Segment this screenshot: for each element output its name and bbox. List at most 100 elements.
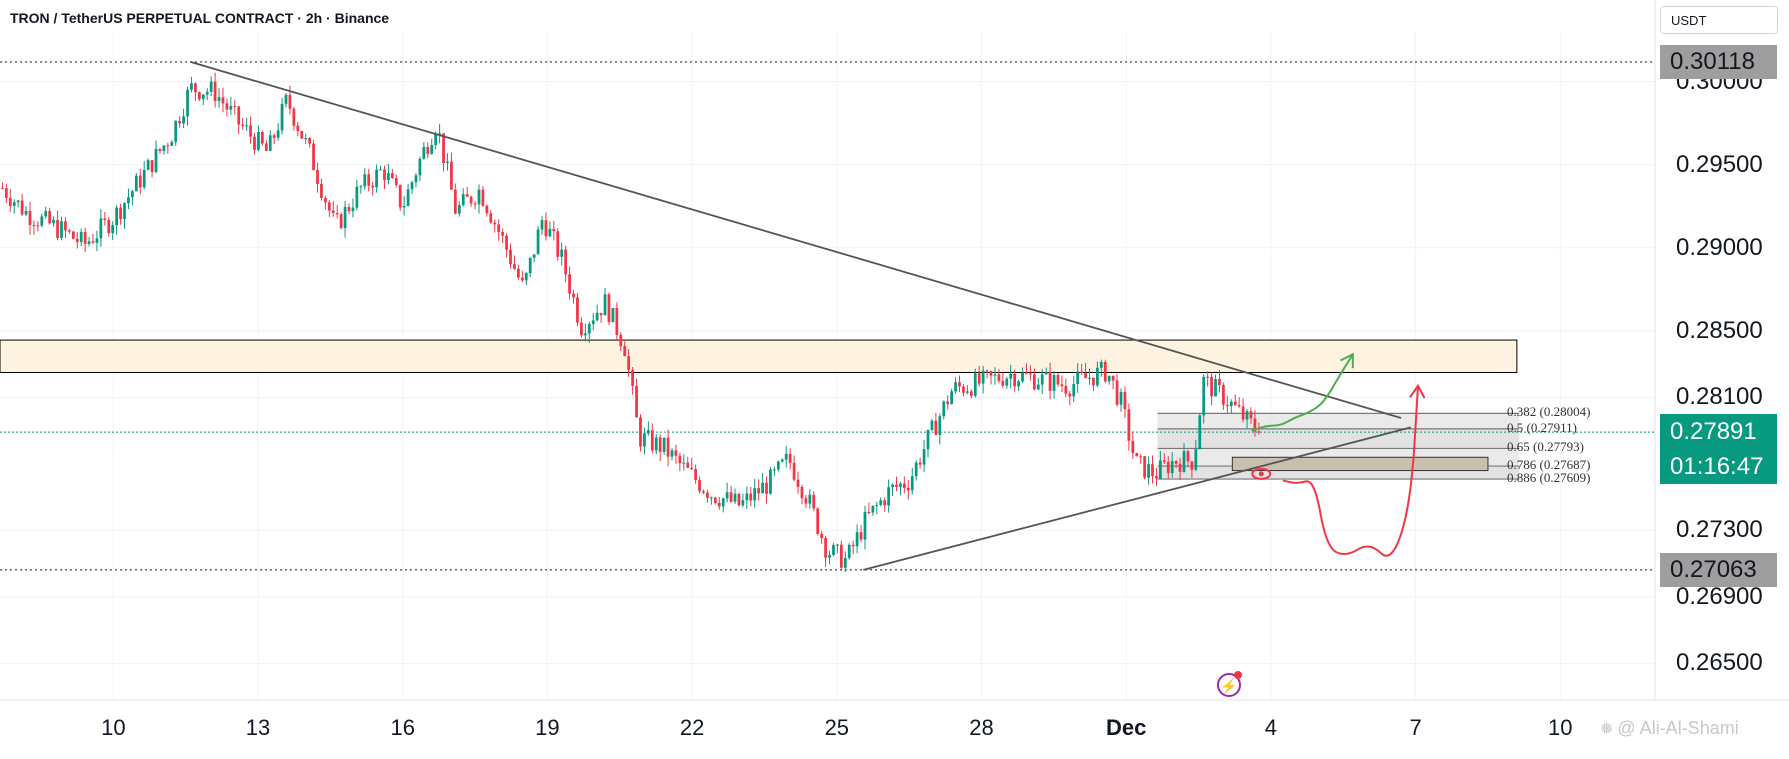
high-price-label: 0.30118 bbox=[1660, 44, 1777, 79]
candle-body bbox=[686, 462, 690, 468]
candle-body bbox=[816, 508, 820, 534]
candle-body bbox=[296, 125, 300, 132]
candle-body bbox=[1107, 375, 1111, 382]
candle-body bbox=[926, 429, 930, 450]
candle-body bbox=[359, 186, 363, 188]
candle-body bbox=[24, 210, 28, 215]
candle-body bbox=[209, 81, 213, 92]
candle-body bbox=[170, 141, 174, 146]
notification-dot bbox=[1234, 671, 1242, 679]
candle-body bbox=[1013, 373, 1017, 387]
candle-body bbox=[253, 136, 256, 150]
candle-body bbox=[713, 497, 717, 503]
candle-body bbox=[505, 235, 508, 250]
candle-body bbox=[619, 334, 623, 347]
candle-body bbox=[1218, 379, 1221, 386]
candle-body bbox=[650, 430, 654, 451]
candle-body bbox=[12, 202, 16, 206]
candle-body bbox=[264, 143, 268, 151]
candle-body bbox=[702, 491, 705, 493]
candle-body bbox=[221, 97, 225, 104]
candle-body bbox=[241, 124, 245, 126]
candle-body bbox=[855, 532, 859, 547]
candle-body bbox=[1056, 374, 1060, 385]
candle-body bbox=[1072, 383, 1076, 397]
candle-body bbox=[316, 170, 319, 185]
candle-body bbox=[111, 225, 115, 234]
candle-body bbox=[1257, 431, 1261, 433]
candle-body bbox=[414, 175, 418, 183]
candle-body bbox=[1080, 371, 1083, 373]
candle-body bbox=[556, 231, 560, 257]
candle-body bbox=[875, 504, 879, 506]
fib-level-label: 0.886 (0.27609) bbox=[1507, 470, 1591, 486]
candle-body bbox=[83, 231, 87, 244]
candle-body bbox=[351, 207, 355, 212]
candle-body bbox=[1135, 453, 1139, 457]
candle-body bbox=[587, 323, 591, 334]
candle-body bbox=[489, 213, 493, 223]
currency-selector[interactable]: USDT bbox=[1660, 6, 1778, 34]
candle-body bbox=[379, 169, 382, 171]
candle-body bbox=[1147, 464, 1150, 478]
candle-body bbox=[780, 459, 784, 462]
candle-body bbox=[138, 175, 142, 188]
price-tick-label: 0.29500 bbox=[1676, 150, 1763, 178]
candle-body bbox=[91, 241, 95, 243]
candle-body bbox=[966, 391, 969, 393]
candle-body bbox=[1210, 376, 1213, 397]
candle-body bbox=[1111, 375, 1115, 381]
candle-body bbox=[1009, 373, 1013, 379]
candle-body bbox=[450, 161, 453, 190]
resistance-zone[interactable] bbox=[0, 339, 1518, 373]
candle-body bbox=[1166, 461, 1170, 474]
candle-body bbox=[828, 554, 831, 558]
candle-body bbox=[438, 133, 441, 135]
candle-body bbox=[887, 487, 890, 506]
candle-body bbox=[544, 220, 548, 237]
candle-body bbox=[457, 205, 461, 214]
candle-body bbox=[284, 94, 288, 104]
candle-body bbox=[493, 222, 497, 225]
time-tick-label: Dec bbox=[1106, 715, 1147, 740]
candle-body bbox=[142, 169, 146, 188]
candle-body bbox=[812, 494, 816, 509]
candle-body bbox=[1139, 456, 1143, 458]
candle-body bbox=[1253, 418, 1257, 432]
candle-body bbox=[532, 254, 536, 258]
candle-body bbox=[197, 92, 201, 100]
fib-level-label: 0.5 (0.27911) bbox=[1507, 419, 1577, 435]
candle-body bbox=[225, 103, 229, 110]
candle-body bbox=[324, 197, 327, 203]
candle-body bbox=[343, 206, 347, 229]
candle-body bbox=[1155, 476, 1158, 479]
trendlines[interactable] bbox=[190, 61, 1412, 571]
candle-body bbox=[383, 169, 386, 180]
candle-body bbox=[249, 125, 252, 137]
current-price-label: 0.27891 01:16:47 bbox=[1660, 414, 1777, 485]
candle-body bbox=[127, 197, 130, 204]
candle-body bbox=[1048, 371, 1052, 391]
candle-body bbox=[67, 230, 71, 232]
candle-body bbox=[560, 249, 564, 257]
candle-body bbox=[28, 210, 32, 226]
candle-body bbox=[509, 249, 512, 265]
candle-body bbox=[603, 294, 607, 316]
candle-body bbox=[969, 391, 973, 396]
time-tick-label: 28 bbox=[969, 715, 994, 740]
projection-arrows[interactable] bbox=[1251, 352, 1426, 557]
candle-body bbox=[36, 225, 40, 227]
candle-body bbox=[16, 200, 20, 203]
candle-body bbox=[300, 131, 304, 139]
candle-body bbox=[910, 476, 914, 491]
candle-body bbox=[1017, 381, 1020, 387]
lightning-icon[interactable]: ⚡ bbox=[1217, 673, 1241, 697]
candle-body bbox=[331, 210, 335, 214]
candle-body bbox=[741, 500, 745, 506]
candle-body bbox=[1040, 374, 1044, 385]
candle-body bbox=[836, 544, 839, 546]
candle-body bbox=[930, 420, 934, 430]
candle-body bbox=[1084, 372, 1087, 379]
time-tick-label: 16 bbox=[390, 715, 415, 740]
